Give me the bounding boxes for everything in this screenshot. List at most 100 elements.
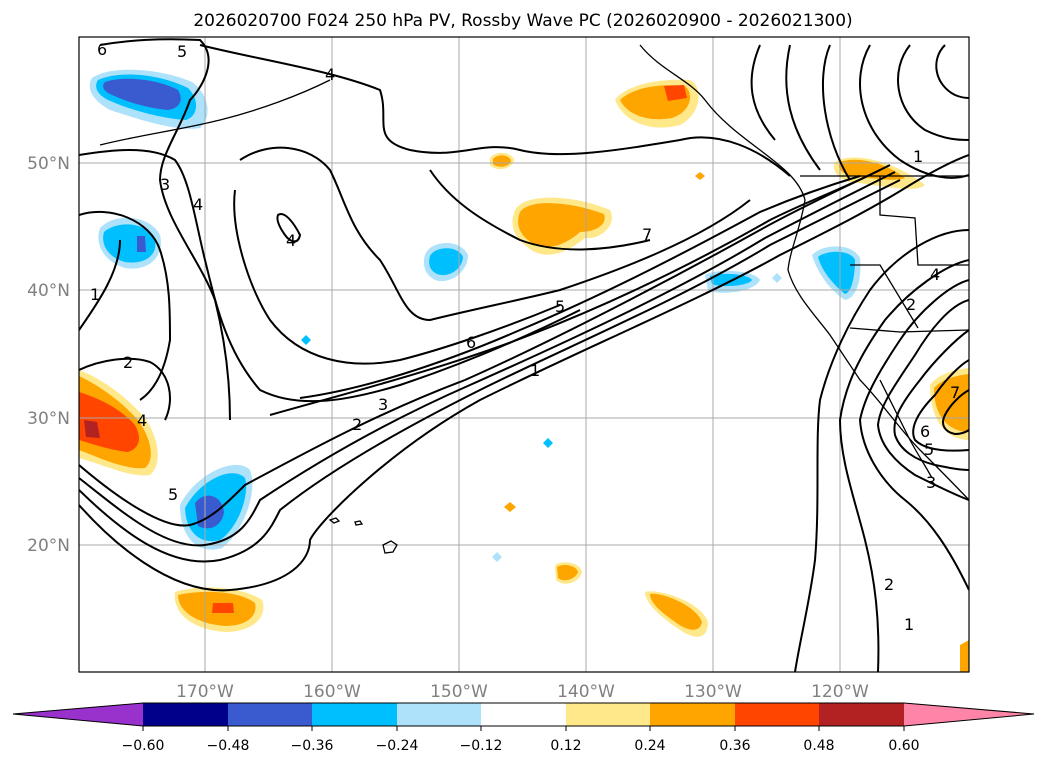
figure-title: 2026020700 F024 250 hPa PV, Rossby Wave … xyxy=(193,11,852,31)
contour-label: 5 xyxy=(168,485,178,504)
shade-diamond-2 xyxy=(543,438,553,448)
colorbar-tick-label: 0.36 xyxy=(719,738,750,754)
contour-small-loop xyxy=(276,213,302,243)
contour-north-2 xyxy=(99,38,231,421)
contour-label: 3 xyxy=(378,395,388,414)
contour-labels: 6 5 4 3 4 4 1 2 4 5 7 5 6 1 3 2 1 2 4 7 xyxy=(90,40,960,634)
coastlines xyxy=(99,44,969,554)
shade-diamond-4 xyxy=(772,273,782,283)
hawaii-islands xyxy=(328,517,398,554)
contour-label: 7 xyxy=(950,383,960,402)
shade-blue-mid-core xyxy=(429,248,463,276)
contour-label: 6 xyxy=(97,40,107,59)
colorbar-tick-labels: −0.60 −0.48 −0.36 −0.24 −0.12 0.12 0.24 … xyxy=(122,738,920,754)
colorbar-bin xyxy=(143,703,228,726)
contour-ne-6 xyxy=(750,44,776,141)
shade-diamond-1 xyxy=(301,335,311,345)
border-states-2 xyxy=(850,264,919,329)
contour-label: 4 xyxy=(930,265,940,284)
contour-east-5 xyxy=(893,329,969,471)
contour-label: 1 xyxy=(90,285,100,304)
contour-label: 2 xyxy=(884,575,894,594)
colorbar-under-arrow xyxy=(13,703,143,726)
contour-label: 3 xyxy=(160,175,170,194)
lon-label: 140°W xyxy=(557,682,615,702)
colorbar-bin xyxy=(397,703,481,726)
contour-label: 4 xyxy=(286,231,296,250)
contour-label: 6 xyxy=(466,333,476,352)
colorbar-bin xyxy=(819,703,904,726)
colorbar-tick-label: −0.60 xyxy=(122,738,165,754)
colorbar: −0.60 −0.48 −0.36 −0.24 −0.12 0.12 0.24 … xyxy=(12,702,1035,754)
coast-north-america xyxy=(639,44,969,501)
contour-west-1 xyxy=(79,210,172,401)
contour-label: 5 xyxy=(177,42,187,61)
colorbar-bin xyxy=(312,703,397,726)
contour-label: 1 xyxy=(904,615,914,634)
map-panel: 6 5 4 3 4 4 1 2 4 5 7 5 6 1 3 2 1 2 4 7 xyxy=(27,36,970,702)
contour-jet-3 xyxy=(79,171,896,547)
lon-label: 130°W xyxy=(684,682,742,702)
shade-blue-nw-core xyxy=(103,78,181,110)
pv-contours xyxy=(79,38,969,672)
contour-east-2 xyxy=(838,259,969,672)
colorbar-tick-label: 0.60 xyxy=(888,738,919,754)
shade-orange-se1-core xyxy=(557,564,578,581)
contour-label: 2 xyxy=(352,415,362,434)
lat-label: 50°N xyxy=(27,154,70,174)
colorbar-bin xyxy=(481,703,566,726)
contour-label: 5 xyxy=(555,297,565,316)
contour-north-5 xyxy=(233,189,561,365)
lon-label: 120°W xyxy=(811,682,869,702)
contour-north-4 xyxy=(239,146,751,322)
contour-label: 3 xyxy=(926,473,936,492)
colorbar-bin xyxy=(735,703,819,726)
lat-label: 40°N xyxy=(27,281,70,301)
shade-blue-ca-core xyxy=(818,251,855,294)
colorbar-tick-label: −0.48 xyxy=(207,738,250,754)
contour-jet-1 xyxy=(79,154,969,592)
colorbar-tick-label: −0.36 xyxy=(291,738,334,754)
lat-label: 20°N xyxy=(27,536,70,556)
contour-north-6 xyxy=(429,169,651,251)
contour-label: 4 xyxy=(193,195,203,214)
contour-ne-4 xyxy=(935,44,969,99)
colorbar-bin xyxy=(566,703,650,726)
lon-label: 150°W xyxy=(430,682,488,702)
contour-west-3 xyxy=(79,357,171,421)
latitude-labels: 50°N 40°N 30°N 20°N xyxy=(27,154,70,556)
contour-east-6 xyxy=(912,359,969,452)
shade-orange-s-core xyxy=(212,603,234,613)
map-frame xyxy=(78,36,970,673)
shade-orange-se2-core xyxy=(650,593,702,630)
colorbar-tick-label: 0.48 xyxy=(803,738,834,754)
colorbar-tick-label: −0.24 xyxy=(376,738,419,754)
contour-label: 1 xyxy=(530,361,540,380)
pv-anomaly-shading xyxy=(79,69,969,672)
contour-jet-2 xyxy=(79,179,901,563)
contour-label: 4 xyxy=(137,411,147,430)
contour-label: 6 xyxy=(920,422,930,441)
border-us-mexico xyxy=(849,327,969,333)
lon-label: 170°W xyxy=(176,682,234,702)
shade-orange-mid-core xyxy=(518,203,605,248)
colorbar-tick-label: 0.24 xyxy=(634,738,665,754)
contour-east-7 xyxy=(942,389,969,436)
colorbar-tick-label: −0.12 xyxy=(460,738,503,754)
colorbar-ticks xyxy=(142,726,905,731)
shade-red-w-core xyxy=(84,420,100,438)
longitude-labels: 170°W 160°W 150°W 140°W 130°W 120°W xyxy=(176,682,869,702)
contour-jet-6 xyxy=(299,175,861,399)
contour-label: 7 xyxy=(642,225,652,244)
graticule xyxy=(79,37,969,672)
contour-east-4 xyxy=(876,299,969,501)
colorbar-over-arrow xyxy=(904,703,1034,726)
contour-north-1 xyxy=(199,44,791,177)
contour-label: 2 xyxy=(906,295,916,314)
map-background xyxy=(79,37,969,672)
lon-label: 160°W xyxy=(303,682,361,702)
shade-blue-w-core xyxy=(137,236,146,252)
shade-blue-w-mid xyxy=(103,224,156,263)
shade-diamond-3 xyxy=(492,552,502,562)
contour-east-1 xyxy=(794,229,969,672)
